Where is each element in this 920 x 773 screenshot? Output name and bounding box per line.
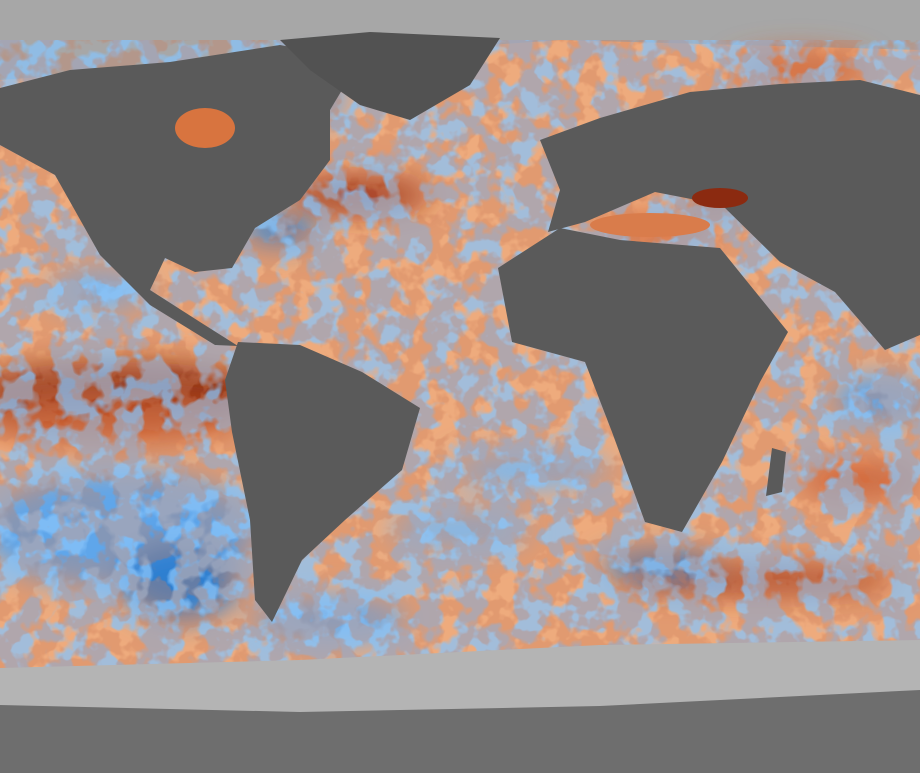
greenland	[280, 32, 500, 120]
eurasia	[540, 80, 920, 350]
north-america	[0, 45, 360, 346]
madagascar	[766, 448, 786, 496]
land	[0, 32, 920, 622]
africa	[498, 228, 788, 532]
mediterranean-sea	[590, 213, 710, 237]
antarctica	[0, 690, 920, 773]
hudson-bay	[175, 108, 235, 148]
black-sea	[692, 188, 748, 208]
south-america	[225, 342, 420, 622]
